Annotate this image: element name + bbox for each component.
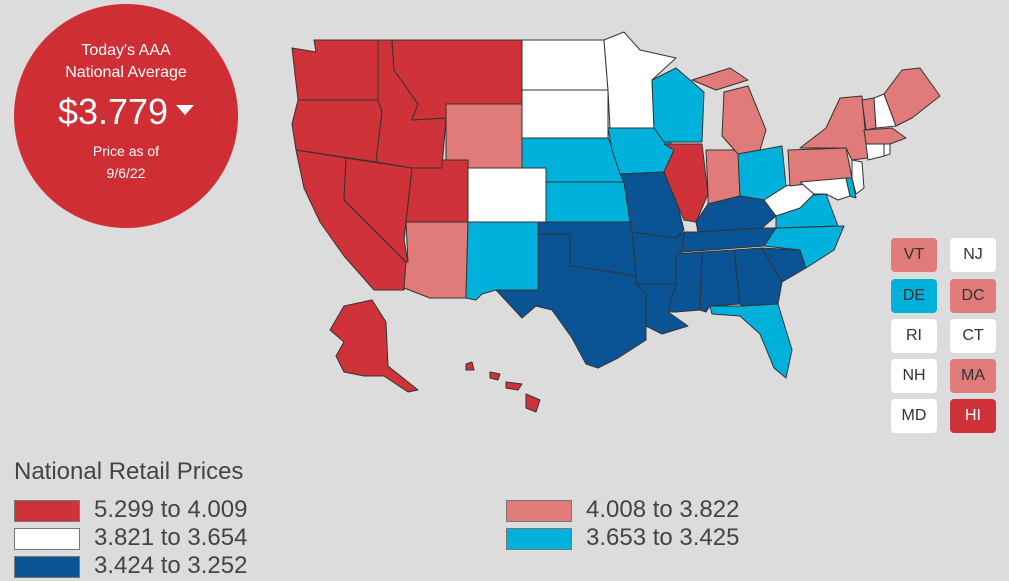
legend-label: 3.424 to 3.252 [94,552,248,579]
legend-swatch [14,528,80,550]
small-state-de[interactable]: DE [891,279,937,313]
state-AK[interactable] [329,299,419,393]
state-CT[interactable] [865,141,885,161]
legend-swatch [506,528,572,550]
as-of-label: Price as of [92,143,160,159]
badge-title-line2: National Average [65,64,187,81]
legend-label: 5.299 to 4.009 [94,496,248,523]
small-state-ct[interactable]: CT [950,319,996,353]
state-NM[interactable] [465,221,539,301]
legend-swatch [14,556,80,578]
state-TX[interactable] [495,233,647,369]
small-state-ma[interactable]: MA [950,359,996,393]
state-KS[interactable] [545,181,631,223]
state-IN[interactable] [705,149,741,205]
state-NJ[interactable] [851,159,865,195]
state-ME[interactable] [883,67,941,127]
state-WI[interactable] [651,67,705,143]
small-state-ri[interactable]: RI [891,319,937,353]
state-SD[interactable] [521,89,609,139]
as-of-date: 9/6/22 [106,165,146,181]
small-state-md[interactable]: MD [891,399,937,433]
state-CO[interactable] [467,167,547,223]
state-IL[interactable] [663,143,709,223]
legend-label: 3.653 to 3.425 [586,524,740,551]
badge-title-line1: Today's AAA [81,42,171,59]
state-AL[interactable] [699,249,741,313]
small-state-hi[interactable]: HI [950,399,996,433]
state-AZ[interactable] [403,221,469,299]
small-state-nj[interactable]: NJ [950,238,996,272]
legend-swatch [14,500,80,522]
legend-label: 3.821 to 3.654 [94,524,248,551]
national-average-price[interactable]: $3.779 [14,90,238,134]
legend-title: National Retail Prices [14,458,244,485]
state-WA[interactable] [291,39,379,101]
small-state-vt[interactable]: VT [891,238,937,272]
state-HI[interactable] [465,361,541,413]
state-FL[interactable] [709,303,793,379]
legend-swatch [506,500,572,522]
state-MA[interactable] [863,127,907,145]
state-DE[interactable] [845,177,857,199]
legend-label: 4.008 to 3.822 [586,496,740,523]
price-value: $3.779 [57,91,169,132]
national-average-badge: Today's AAA National Average $3.779 Pric… [14,4,238,228]
price-as-of: Price as of 9/6/22 [14,140,238,184]
state-WY[interactable] [445,103,523,169]
caret-down-icon[interactable] [176,105,195,116]
small-state-dc[interactable]: DC [950,279,996,313]
state-ND[interactable] [521,39,609,91]
small-state-nh[interactable]: NH [891,359,937,393]
